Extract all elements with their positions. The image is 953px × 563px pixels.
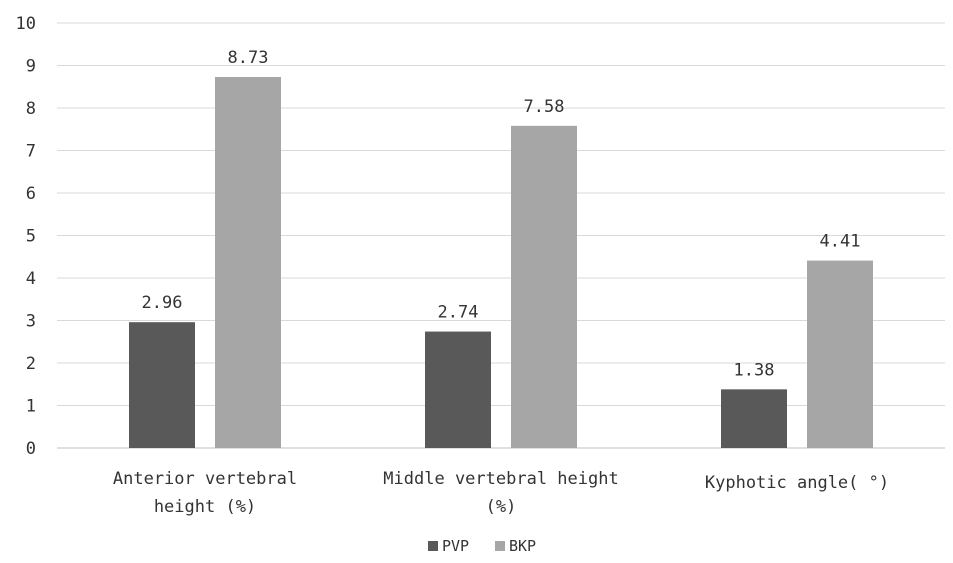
y-tick-label: 9 <box>26 57 36 77</box>
category-label-1: Middle vertebral height <box>383 469 618 489</box>
x-axis-categories: Anterior vertebral height (%) Middle verte… <box>113 469 889 517</box>
legend-swatch-pvp <box>428 541 438 551</box>
data-label-pvp-1: 2.74 <box>438 303 479 323</box>
gridlines <box>57 22 945 449</box>
y-tick-label: 4 <box>26 269 36 289</box>
bar-pvp-0 <box>129 322 195 448</box>
y-tick-label: 8 <box>26 99 36 119</box>
y-tick-label: 6 <box>26 184 36 204</box>
y-tick-label: 3 <box>26 312 36 332</box>
data-label-bkp-1: 7.58 <box>524 97 565 117</box>
data-label-bkp-2: 4.41 <box>820 232 861 252</box>
y-axis-ticks: 0 1 2 3 4 5 6 7 8 9 10 <box>16 14 36 459</box>
y-tick-label: 10 <box>16 14 36 34</box>
category-label-0: height (%) <box>154 497 256 517</box>
y-tick-label: 2 <box>26 354 36 374</box>
y-tick-label: 0 <box>26 439 36 459</box>
bar-bkp-1 <box>511 125 577 448</box>
bar-pvp-1 <box>425 331 491 448</box>
bar-pvp-2 <box>721 389 787 448</box>
bar-bkp-0 <box>215 76 281 448</box>
y-tick-label: 7 <box>26 142 36 162</box>
data-label-bkp-0: 8.73 <box>228 48 269 68</box>
legend: PVP BKP <box>428 537 536 555</box>
category-label-2: Kyphotic angle( °) <box>705 473 889 493</box>
bars <box>129 76 873 448</box>
category-label-1: (%) <box>486 497 517 517</box>
category-label-0: Anterior vertebral <box>113 469 297 489</box>
bar-bkp-2 <box>807 260 873 448</box>
legend-label-pvp: PVP <box>442 537 469 555</box>
data-labels: 2.96 2.74 1.38 8.73 7.58 4.41 <box>142 48 861 380</box>
legend-swatch-bkp <box>495 541 505 551</box>
y-tick-label: 5 <box>26 227 36 247</box>
legend-label-bkp: BKP <box>509 537 536 555</box>
data-label-pvp-2: 1.38 <box>734 360 775 380</box>
data-label-pvp-0: 2.96 <box>142 293 183 313</box>
y-tick-label: 1 <box>26 397 36 417</box>
